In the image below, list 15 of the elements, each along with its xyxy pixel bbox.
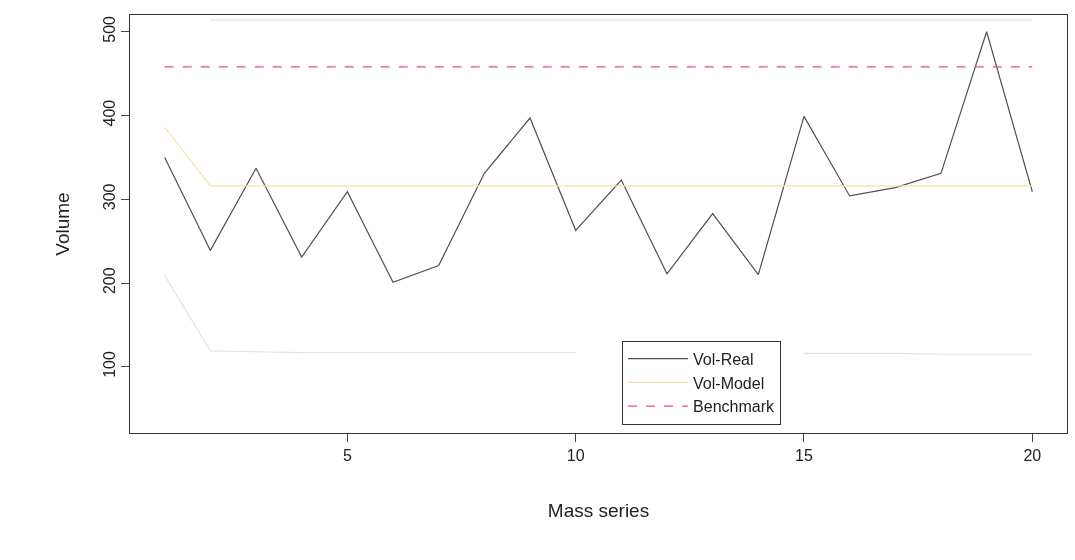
x-tick-label: 20	[1023, 447, 1042, 465]
x-axis-title: Mass series	[547, 500, 650, 521]
x-tick-label: 15	[795, 447, 813, 465]
legend-label: Benchmark	[693, 398, 775, 416]
x-tick-label: 10	[566, 447, 585, 465]
y-tick-label: 100	[100, 350, 118, 378]
y-axis-title: Volume	[52, 192, 74, 256]
y-tick-label: 200	[100, 267, 118, 295]
legend-label: Vol-Real	[693, 350, 754, 368]
y-tick-label: 300	[100, 183, 118, 211]
y-tick-label: 400	[100, 99, 118, 127]
y-tick-label: 500	[100, 15, 118, 43]
x-tick-label: 5	[342, 447, 352, 465]
legend-label: Vol-Model	[693, 374, 765, 392]
line-series	[164, 31, 1033, 283]
